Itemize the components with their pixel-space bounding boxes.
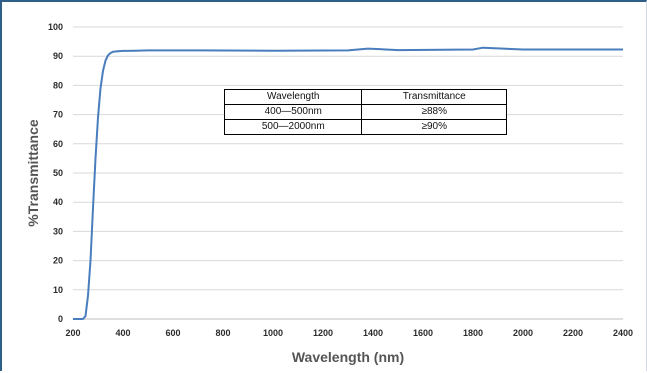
y-tick-label: 60 bbox=[53, 139, 63, 149]
y-tick-label: 0 bbox=[58, 314, 63, 324]
x-tick-label: 1400 bbox=[363, 328, 383, 338]
x-tick-label: 200 bbox=[65, 328, 80, 338]
y-tick-label: 70 bbox=[53, 110, 63, 120]
x-tick-label: 1000 bbox=[263, 328, 283, 338]
x-tick-label: 2200 bbox=[563, 328, 583, 338]
y-tick-label: 30 bbox=[53, 226, 63, 236]
x-tick-label: 1200 bbox=[313, 328, 333, 338]
x-tick-label: 600 bbox=[165, 328, 180, 338]
y-tick-label: 20 bbox=[53, 256, 63, 266]
table-header-wavelength: Wavelength bbox=[223, 89, 363, 105]
x-tick-label: 800 bbox=[215, 328, 230, 338]
y-tick-label: 90 bbox=[53, 51, 63, 61]
y-tick-label: 40 bbox=[53, 197, 63, 207]
y-tick-labels: 0 10 20 30 40 50 60 70 80 90 100 bbox=[48, 22, 63, 324]
series-line bbox=[73, 46, 623, 320]
y-tick-label: 100 bbox=[48, 22, 63, 32]
x-axis-label: Wavelength (nm) bbox=[292, 349, 404, 365]
x-tick-label: 1800 bbox=[463, 328, 483, 338]
y-tick-label: 80 bbox=[53, 80, 63, 90]
table-row: 500—2000nm ≥90% bbox=[223, 119, 507, 135]
table-header-row: Wavelength Transmittance bbox=[223, 89, 507, 105]
x-tick-label: 2400 bbox=[613, 328, 633, 338]
y-axis-label: %Transmittance bbox=[25, 119, 41, 227]
table-cell: ≥88% bbox=[361, 104, 507, 120]
series-group bbox=[73, 46, 623, 320]
x-tick-label: 1600 bbox=[413, 328, 433, 338]
spec-table: Wavelength Transmittance 400—500nm ≥88% … bbox=[223, 89, 507, 135]
table-cell: ≥90% bbox=[361, 119, 507, 135]
table-header-transmittance: Transmittance bbox=[361, 89, 507, 105]
y-tick-label: 50 bbox=[53, 168, 63, 178]
table-cell: 400—500nm bbox=[223, 104, 363, 120]
table-cell: 500—2000nm bbox=[223, 119, 363, 135]
grid-lines bbox=[73, 26, 623, 291]
x-tick-label: 400 bbox=[115, 328, 130, 338]
y-tick-label: 10 bbox=[53, 285, 63, 295]
x-tick-label: 2000 bbox=[513, 328, 533, 338]
x-tick-labels: 200 400 600 800 1000 1200 1400 1600 1800 2000 2200… bbox=[65, 328, 633, 338]
table-row: 400—500nm ≥88% bbox=[223, 104, 507, 120]
